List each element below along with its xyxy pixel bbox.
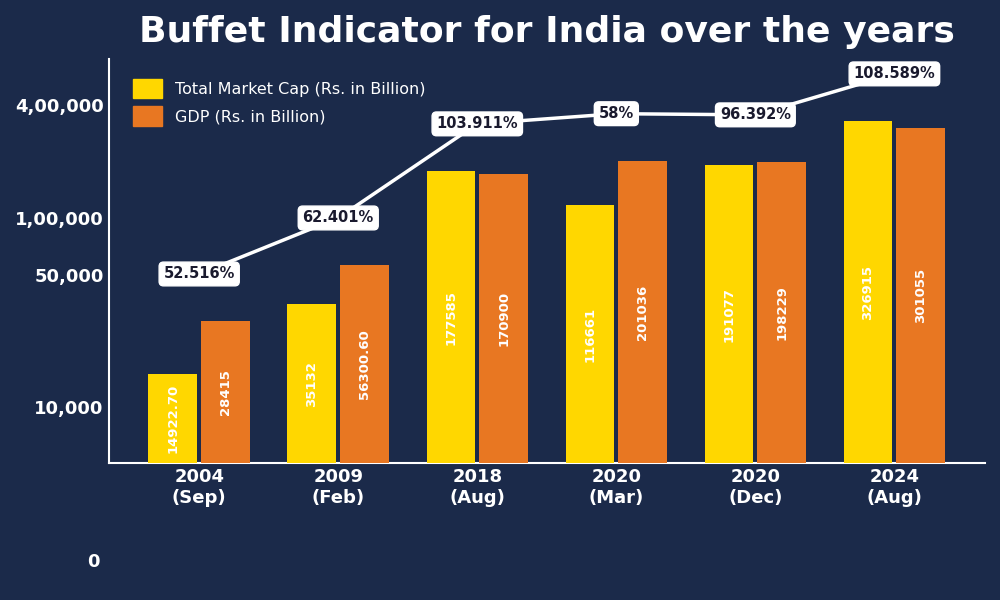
Text: 14922.70: 14922.70: [166, 384, 179, 453]
Text: 301055: 301055: [914, 268, 927, 323]
Text: 52.516%: 52.516%: [164, 266, 235, 281]
Text: 96.392%: 96.392%: [720, 107, 791, 122]
Bar: [201, 321, 250, 600]
Text: 191077: 191077: [722, 287, 735, 341]
Text: 326915: 326915: [861, 265, 874, 320]
Text: 170900: 170900: [497, 291, 510, 346]
Title: Buffet Indicator for India over the years: Buffet Indicator for India over the year…: [139, 15, 955, 49]
Bar: [844, 121, 892, 600]
Text: 108.589%: 108.589%: [854, 67, 935, 82]
Text: 116661: 116661: [583, 307, 596, 362]
Bar: [427, 171, 475, 600]
Legend: Total Market Cap (Rs. in Billion), GDP (Rs. in Billion): Total Market Cap (Rs. in Billion), GDP (…: [125, 71, 433, 134]
Text: 177585: 177585: [444, 290, 457, 344]
Bar: [340, 265, 389, 600]
Bar: [757, 162, 806, 600]
Text: 103.911%: 103.911%: [436, 116, 518, 131]
Text: 198229: 198229: [775, 285, 788, 340]
Bar: [705, 165, 753, 600]
Bar: [896, 128, 945, 600]
Bar: [479, 174, 528, 600]
Text: 56300.60: 56300.60: [358, 329, 371, 399]
Text: 28415: 28415: [219, 370, 232, 415]
Text: 35132: 35132: [305, 361, 318, 407]
Bar: [148, 374, 197, 600]
Bar: [566, 205, 614, 600]
Text: 62.401%: 62.401%: [303, 211, 374, 226]
Bar: [618, 161, 667, 600]
Text: 201036: 201036: [636, 284, 649, 340]
Bar: [287, 304, 336, 600]
Text: 58%: 58%: [599, 106, 634, 121]
Text: 0: 0: [87, 553, 100, 571]
